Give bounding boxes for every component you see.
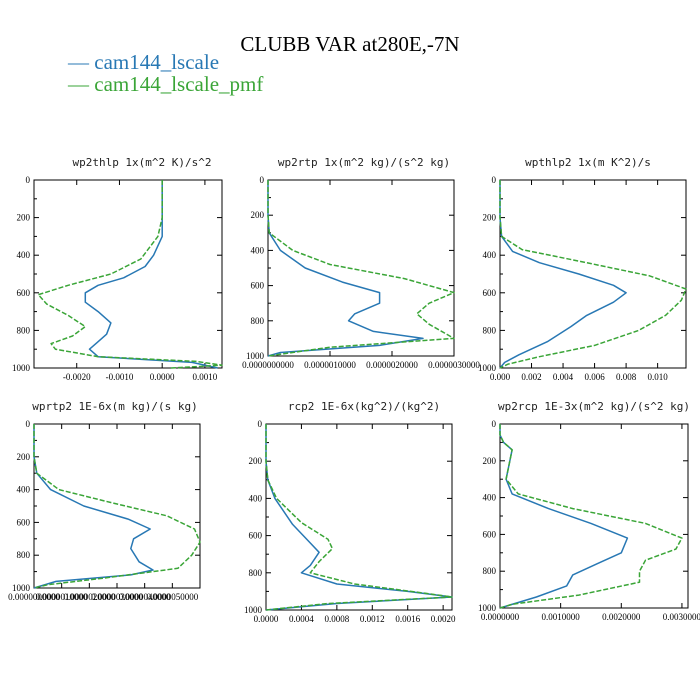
panel-3-ytick-label: 800 <box>483 325 497 335</box>
panel-5-ytick-label: 800 <box>249 568 263 578</box>
panel-3-ytick-label: 400 <box>483 250 497 260</box>
panel-2-xtick-label: 0.0000030000 <box>428 360 480 370</box>
panel-5-ytick-label: 400 <box>249 493 263 503</box>
panel-1-ytick-label: 1000 <box>12 363 31 373</box>
panel-4-ytick-label: 0 <box>26 419 31 429</box>
panel-3-title: wpthlp2 1x(m K^2)/s <box>525 156 651 169</box>
panel-4-frame <box>33 423 201 589</box>
panel-2-ytick-label: 200 <box>251 210 265 220</box>
panel-6-ytick-label: 400 <box>483 493 497 503</box>
panel-6-ytick-label: 600 <box>483 529 497 539</box>
panel-5-xtick-label: 0.0008 <box>324 614 349 624</box>
panel-5-frame <box>265 423 453 611</box>
panel-6-xtick-label: 0.0010000 <box>542 612 581 622</box>
panel-3-ytick-label: 1000 <box>478 363 497 373</box>
panel-4-ytick-label: 800 <box>17 550 31 560</box>
panel-1-ytick-label: 600 <box>17 288 31 298</box>
panel-4-series-cam144-lscale-pmf <box>33 424 201 589</box>
panel-4-xtick-label: 0.0000000000 <box>8 592 60 602</box>
panel-3-xtick-label: 0.008 <box>616 372 637 382</box>
panel-5-ytick-label: 0 <box>258 419 263 429</box>
panel-1-title: wp2thlp 1x(m^2 K)/s^2 <box>72 156 211 169</box>
panel-3-ytick-label: 0 <box>492 175 497 185</box>
figure-title: CLUBB VAR at280E,-7N <box>240 32 460 56</box>
panel-3-xtick-label: 0.004 <box>553 372 574 382</box>
panel-4-xtick-label: 0.0000010000 <box>36 592 88 602</box>
panel-5-ytick-label: 1000 <box>244 605 263 615</box>
panel-6-ytick-label: 200 <box>483 456 497 466</box>
panel-2-xtick-label: 0.0000010000 <box>304 360 356 370</box>
panel-2-ytick-label: 1000 <box>246 351 265 361</box>
panel-1-series-cam144-lscale <box>84 180 218 369</box>
panel-6-frame <box>499 423 689 609</box>
legend-label-cam144-lscale-pmf: cam144_lscale_pmf <box>94 72 264 96</box>
panel-1-xtick-label: 0.0000 <box>150 372 175 382</box>
panel-2-xtick-label: 0.0000000000 <box>242 360 294 370</box>
panel-6-ytick-label: 1000 <box>478 603 497 613</box>
legend-label-cam144-lscale: cam144_lscale <box>94 50 220 74</box>
panel-1-ytick-label: 400 <box>17 250 31 260</box>
panel-2-title: wp2rtp 1x(m^2 kg)/(s^2 kg) <box>278 156 450 169</box>
panel-4-ytick-label: 400 <box>17 485 31 495</box>
panel-2-frame <box>267 179 455 357</box>
panel-2-xtick-label: 0.0000020000 <box>366 360 418 370</box>
panel-1-frame <box>33 179 223 369</box>
panel-5-xtick-label: 0.0000 <box>254 614 279 624</box>
panel-4-ytick-label: 1000 <box>12 583 31 593</box>
panel-1-ytick-label: 800 <box>17 325 31 335</box>
legend-item-cam144-lscale-pmf: — cam144_lscale_pmf <box>68 72 263 97</box>
panel-5-ytick-label: 600 <box>249 531 263 541</box>
panel-5-title: rcp2 1E-6x(kg^2)/(kg^2) <box>288 400 440 413</box>
panel-5-xtick-label: 0.0016 <box>395 614 420 624</box>
panel-3-xtick-label: 0.000 <box>490 372 511 382</box>
panel-1-ytick-label: 200 <box>17 213 31 223</box>
panel-1-xtick-label: 0.0010 <box>193 372 218 382</box>
legend-swatch-cam144-lscale-pmf: — <box>68 72 95 96</box>
panel-6-xtick-label: 0.0020000 <box>602 612 641 622</box>
panel-6-title: wp2rcp 1E-3x(m^2 kg)/(s^2 kg) <box>498 400 690 413</box>
panel-4-series-cam144-lscale <box>33 424 154 589</box>
panel-2-ytick-label: 400 <box>251 245 265 255</box>
panel-6-ytick-label: 800 <box>483 566 497 576</box>
panel-3-series-cam144-lscale-pmf <box>499 180 687 369</box>
panel-2-series-cam144-lscale-pmf <box>267 180 455 357</box>
panel-5-xtick-label: 0.0012 <box>360 614 385 624</box>
panel-4-title: wprtp2 1E-6x(m kg)/(s kg) <box>32 400 198 413</box>
panel-1-series-cam144-lscale-pmf <box>37 180 223 369</box>
panel-4-xtick-label: 0.0000040000 <box>119 592 171 602</box>
panel-1-xtick-label: -0.0010 <box>106 372 134 382</box>
panel-6-xtick-label: 0.0000000 <box>481 612 520 622</box>
panel-1-ytick-label: 0 <box>26 175 31 185</box>
panel-3-xtick-label: 0.006 <box>584 372 605 382</box>
legend-swatch-cam144-lscale: — <box>68 50 95 74</box>
panel-4-xtick-label: 0.0000030000 <box>91 592 143 602</box>
panel-5-xtick-label: 0.0004 <box>289 614 314 624</box>
panel-5-ytick-label: 200 <box>249 456 263 466</box>
panel-3-xtick-label: 0.010 <box>648 372 669 382</box>
panel-3-ytick-label: 600 <box>483 288 497 298</box>
panel-4-xtick-label: 0.0000050000 <box>146 592 198 602</box>
panel-3-frame <box>499 179 687 369</box>
panel-4-xtick-label: 0.0000020000 <box>63 592 115 602</box>
panel-6-xtick-label: 0.0030000 <box>663 612 700 622</box>
panel-3-xtick-label: 0.002 <box>521 372 541 382</box>
panel-2-ytick-label: 600 <box>251 281 265 291</box>
panel-2-ytick-label: 0 <box>260 175 265 185</box>
panel-1-xtick-label: -0.0020 <box>63 372 91 382</box>
legend-item-cam144-lscale: — cam144_lscale <box>68 50 219 75</box>
panel-4-ytick-label: 200 <box>17 452 31 462</box>
panel-3-ytick-label: 200 <box>483 213 497 223</box>
panel-6-series-cam144-lscale-pmf <box>499 424 683 609</box>
panel-4-ytick-label: 600 <box>17 517 31 527</box>
panel-2-ytick-label: 800 <box>251 316 265 326</box>
panel-6-ytick-label: 0 <box>492 419 497 429</box>
panel-3-series-cam144-lscale <box>499 180 627 369</box>
panel-5-series-cam144-lscale <box>265 424 453 611</box>
panel-5-xtick-label: 0.0020 <box>431 614 456 624</box>
panel-5-series-cam144-lscale-pmf <box>265 424 453 611</box>
